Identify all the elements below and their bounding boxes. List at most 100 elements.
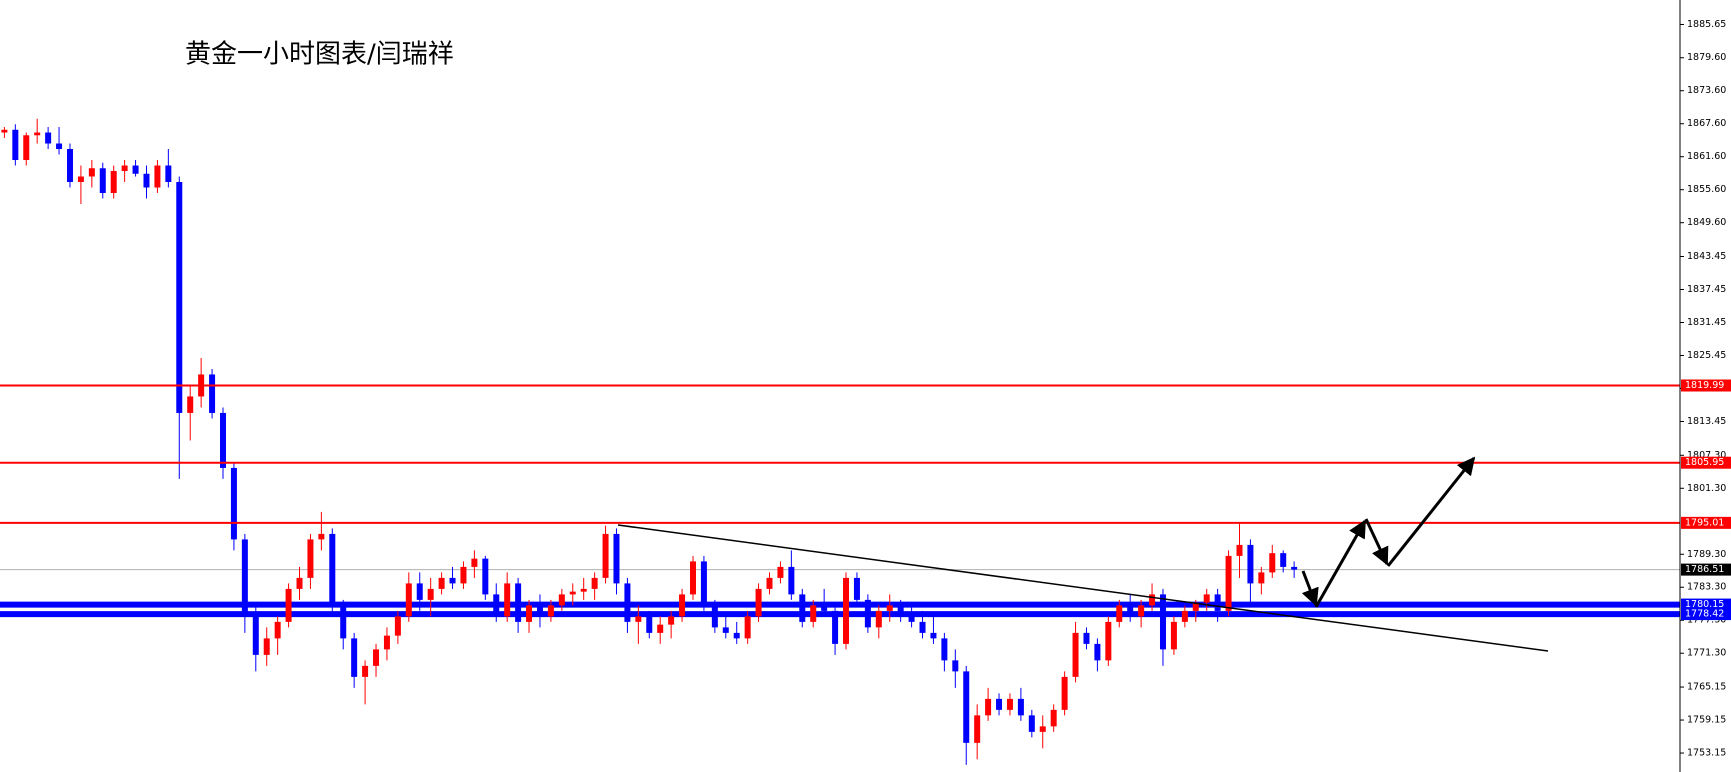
trend-line <box>617 524 1549 652</box>
candle-body <box>296 577 303 589</box>
candle-body <box>1258 572 1265 584</box>
candle-body <box>668 616 675 625</box>
candle-body <box>405 583 412 617</box>
candle-body <box>1116 605 1123 622</box>
candle-body <box>394 616 401 636</box>
axis-labels: 1885.65 1879.60 1873.60 1867.60 1861.60 1855.… <box>1680 19 1731 759</box>
y-tick-label: 1825.45 <box>1687 350 1726 361</box>
candle-body <box>66 149 73 183</box>
candle-body <box>624 583 631 622</box>
level-label: 1778.42 <box>1685 609 1724 620</box>
candle-body <box>526 605 533 622</box>
y-tick-label: 1861.60 <box>1687 151 1726 162</box>
level-label: 1795.01 <box>1685 517 1724 528</box>
candle-body <box>646 616 653 633</box>
y-tick-label: 1867.60 <box>1687 118 1726 129</box>
candle-body <box>1083 632 1090 644</box>
candle-body <box>351 638 358 677</box>
candle-body <box>45 132 52 144</box>
candle-body <box>154 165 161 188</box>
candle-body <box>220 412 226 468</box>
candle-body <box>252 616 259 655</box>
candle-body <box>919 621 926 633</box>
candle-body <box>886 605 893 611</box>
candle-body <box>362 665 369 677</box>
y-tick-label: 1759.15 <box>1687 715 1726 726</box>
candle-body <box>1094 643 1101 661</box>
candle-body <box>722 627 729 633</box>
candle-body <box>1039 726 1046 732</box>
y-tick-label: 1837.45 <box>1687 284 1726 295</box>
candle-body <box>591 577 598 589</box>
candle-body <box>209 374 216 413</box>
candle-body <box>307 539 314 578</box>
candle-body <box>165 165 172 183</box>
candle-body <box>241 539 248 617</box>
candle-body <box>110 171 117 193</box>
candle-body <box>515 583 522 622</box>
candle-body <box>263 638 270 655</box>
y-tick-label: 1873.60 <box>1687 85 1726 96</box>
candle-body <box>1028 715 1035 732</box>
y-tick-label: 1777.30 <box>1687 615 1726 626</box>
candle-body <box>777 566 784 578</box>
candle-body <box>1236 544 1243 556</box>
candle-body <box>1006 698 1013 710</box>
candle-body <box>493 594 500 617</box>
candle-body <box>941 638 948 661</box>
level-tag <box>1681 516 1731 529</box>
candle-body <box>1105 621 1112 661</box>
candle-body <box>176 182 183 413</box>
candle-body <box>1017 698 1024 716</box>
candle-body <box>121 165 128 172</box>
candle-body <box>187 396 194 413</box>
y-tick-label: 1771.30 <box>1687 648 1726 659</box>
candle-body <box>952 660 959 672</box>
candle-body <box>1149 594 1156 606</box>
level-label: 1819.99 <box>1685 380 1724 391</box>
candle-body <box>635 616 642 622</box>
candle-body <box>1269 553 1276 573</box>
candle-body <box>460 566 467 584</box>
level-tag <box>1681 608 1731 621</box>
arrow <box>1364 518 1389 566</box>
y-tick-label: 1885.65 <box>1687 19 1726 30</box>
candle-body <box>711 605 718 628</box>
candle-body <box>996 698 1003 710</box>
candle-body <box>536 605 543 617</box>
candle-body <box>416 583 423 600</box>
candle-body <box>438 577 445 589</box>
level-label: 1786.51 <box>1685 564 1724 575</box>
candle-body <box>143 173 150 188</box>
candle-body <box>274 621 281 639</box>
y-tick-label: 1807.30 <box>1687 450 1726 461</box>
candle-body <box>88 168 95 177</box>
candle-body <box>230 467 237 540</box>
candle-body <box>908 613 915 622</box>
level-tag <box>1681 379 1731 392</box>
y-tick-label: 1765.15 <box>1687 682 1726 693</box>
candle-body <box>689 561 696 595</box>
y-tick-label: 1789.30 <box>1687 549 1726 560</box>
candle-body <box>132 165 139 174</box>
y-tick-label: 1879.60 <box>1687 52 1726 63</box>
y-tick-label: 1813.45 <box>1687 416 1726 427</box>
candle-body <box>23 135 30 161</box>
level-tag <box>1681 563 1731 576</box>
candle-body <box>832 610 839 644</box>
candle-body <box>329 533 336 606</box>
projection-arrows <box>1301 456 1476 608</box>
level-tag <box>1681 598 1731 611</box>
candle-body <box>974 715 981 743</box>
candle-body <box>285 588 292 622</box>
candle-body <box>34 132 41 136</box>
candle-body <box>373 649 380 666</box>
candle-body <box>897 605 904 614</box>
candle-body <box>1181 610 1188 622</box>
candle-body <box>788 566 795 595</box>
candle-body <box>755 588 762 617</box>
candle-body <box>744 616 751 639</box>
candle-body <box>1159 594 1166 650</box>
candle-body <box>383 635 390 650</box>
